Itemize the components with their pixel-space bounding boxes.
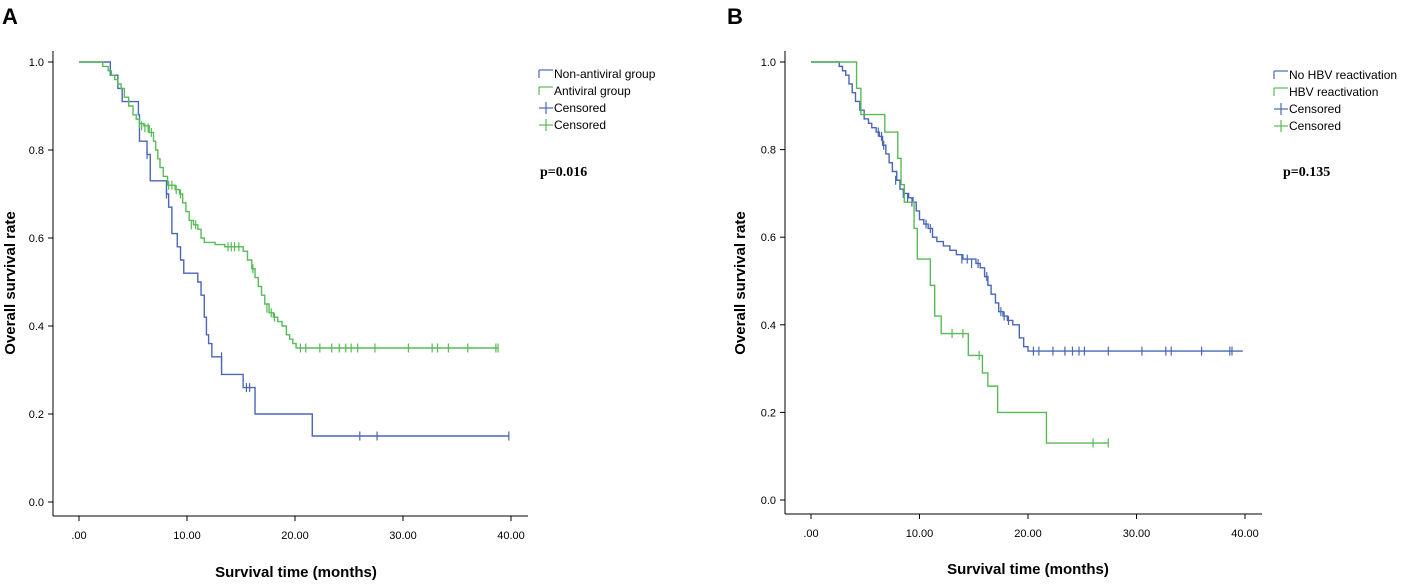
panel-b-x-tick-label: 10.00 (906, 528, 934, 540)
panel-a-y-tick-label: 0.6 (29, 233, 44, 245)
panel-b-y-axis-title: Overall survival rate (732, 211, 749, 354)
panel-b: B 0.0 0.2 0.4 0.6 0.8 1.0 .00 10.00 20.00 30.00 4… (727, 4, 1397, 578)
panel-a-y-tick-label: 1.0 (29, 57, 44, 69)
panel-a-legend: Non-antiviral group Antiviral group Cens… (538, 67, 656, 132)
panel-b-series (811, 61, 1243, 448)
panel-a-x-tick-label: 20.00 (281, 530, 309, 542)
legend-b-0-label: No HBV reactivation (1289, 68, 1397, 82)
panel-b-label: B (727, 4, 743, 29)
legend-a-0-label: Non-antiviral group (554, 67, 656, 81)
legend-b-3-label: Censored (1289, 119, 1341, 133)
panel-b-x-tick-label: 40.00 (1231, 528, 1259, 540)
panel-a-series-0-curve (79, 61, 509, 437)
panel-b-x-tick-label: 30.00 (1123, 528, 1151, 540)
panel-a-y-tick-label: 0.0 (29, 497, 44, 509)
panel-b-p-value: p=0.135 (1283, 165, 1330, 180)
panel-a: A 0.0 0.2 0.4 0.6 0.8 1.0 .00 10.00 20.00 30.00 4… (2, 4, 656, 581)
panel-a-series (79, 61, 510, 441)
panel-a-x-ticks: .00 10.00 20.00 30.00 40.00 (71, 516, 525, 542)
panel-a-y-tick-label: 0.4 (29, 321, 44, 333)
panel-b-x-ticks: .00 10.00 20.00 30.00 40.00 (803, 514, 1259, 540)
panel-a-y-axis-title: Overall survival rate (2, 211, 19, 354)
panel-b-y-tick-label: 0.4 (761, 320, 776, 332)
panel-b-legend: No HBV reactivation HBV reactivation Cen… (1273, 68, 1397, 133)
panel-a-x-axis-title: Survival time (months) (215, 564, 377, 581)
legend-b-2-label: Censored (1289, 102, 1341, 116)
panel-b-y-ticks: 0.0 0.2 0.4 0.6 0.8 1.0 (761, 57, 785, 507)
panel-a-y-tick-label: 0.2 (29, 409, 44, 421)
legend-b-1-label: HBV reactivation (1289, 85, 1378, 99)
panel-b-series-1-curve (811, 61, 1109, 444)
panel-a-series-1-curve (79, 61, 499, 349)
panel-b-x-axis-title: Survival time (months) (947, 561, 1109, 578)
panel-b-x-tick-label: 20.00 (1014, 528, 1042, 540)
panel-a-x-tick-label: .00 (71, 530, 86, 542)
legend-a-3-label: Censored (554, 118, 606, 132)
panel-b-y-tick-label: 0.0 (761, 495, 776, 507)
legend-a-1-label: Antiviral group (554, 84, 631, 98)
panel-a-x-tick-label: 10.00 (173, 530, 201, 542)
panel-a-y-tick-label: 0.8 (29, 145, 44, 157)
panel-b-series-0-curve (811, 61, 1243, 352)
panel-b-y-tick-label: 1.0 (761, 57, 776, 69)
panel-b-y-tick-label: 0.6 (761, 232, 776, 244)
panel-a-x-tick-label: 40.00 (497, 530, 525, 542)
panel-b-y-tick-label: 0.8 (761, 145, 776, 157)
panel-a-y-ticks: 0.0 0.2 0.4 0.6 0.8 1.0 (29, 57, 53, 509)
panel-a-p-value: p=0.016 (540, 165, 587, 180)
panel-b-y-tick-label: 0.2 (761, 407, 776, 419)
panel-b-x-tick-label: .00 (803, 528, 818, 540)
panel-a-x-tick-label: 30.00 (389, 530, 417, 542)
panel-a-label: A (2, 4, 18, 29)
legend-a-2-label: Censored (554, 101, 606, 115)
